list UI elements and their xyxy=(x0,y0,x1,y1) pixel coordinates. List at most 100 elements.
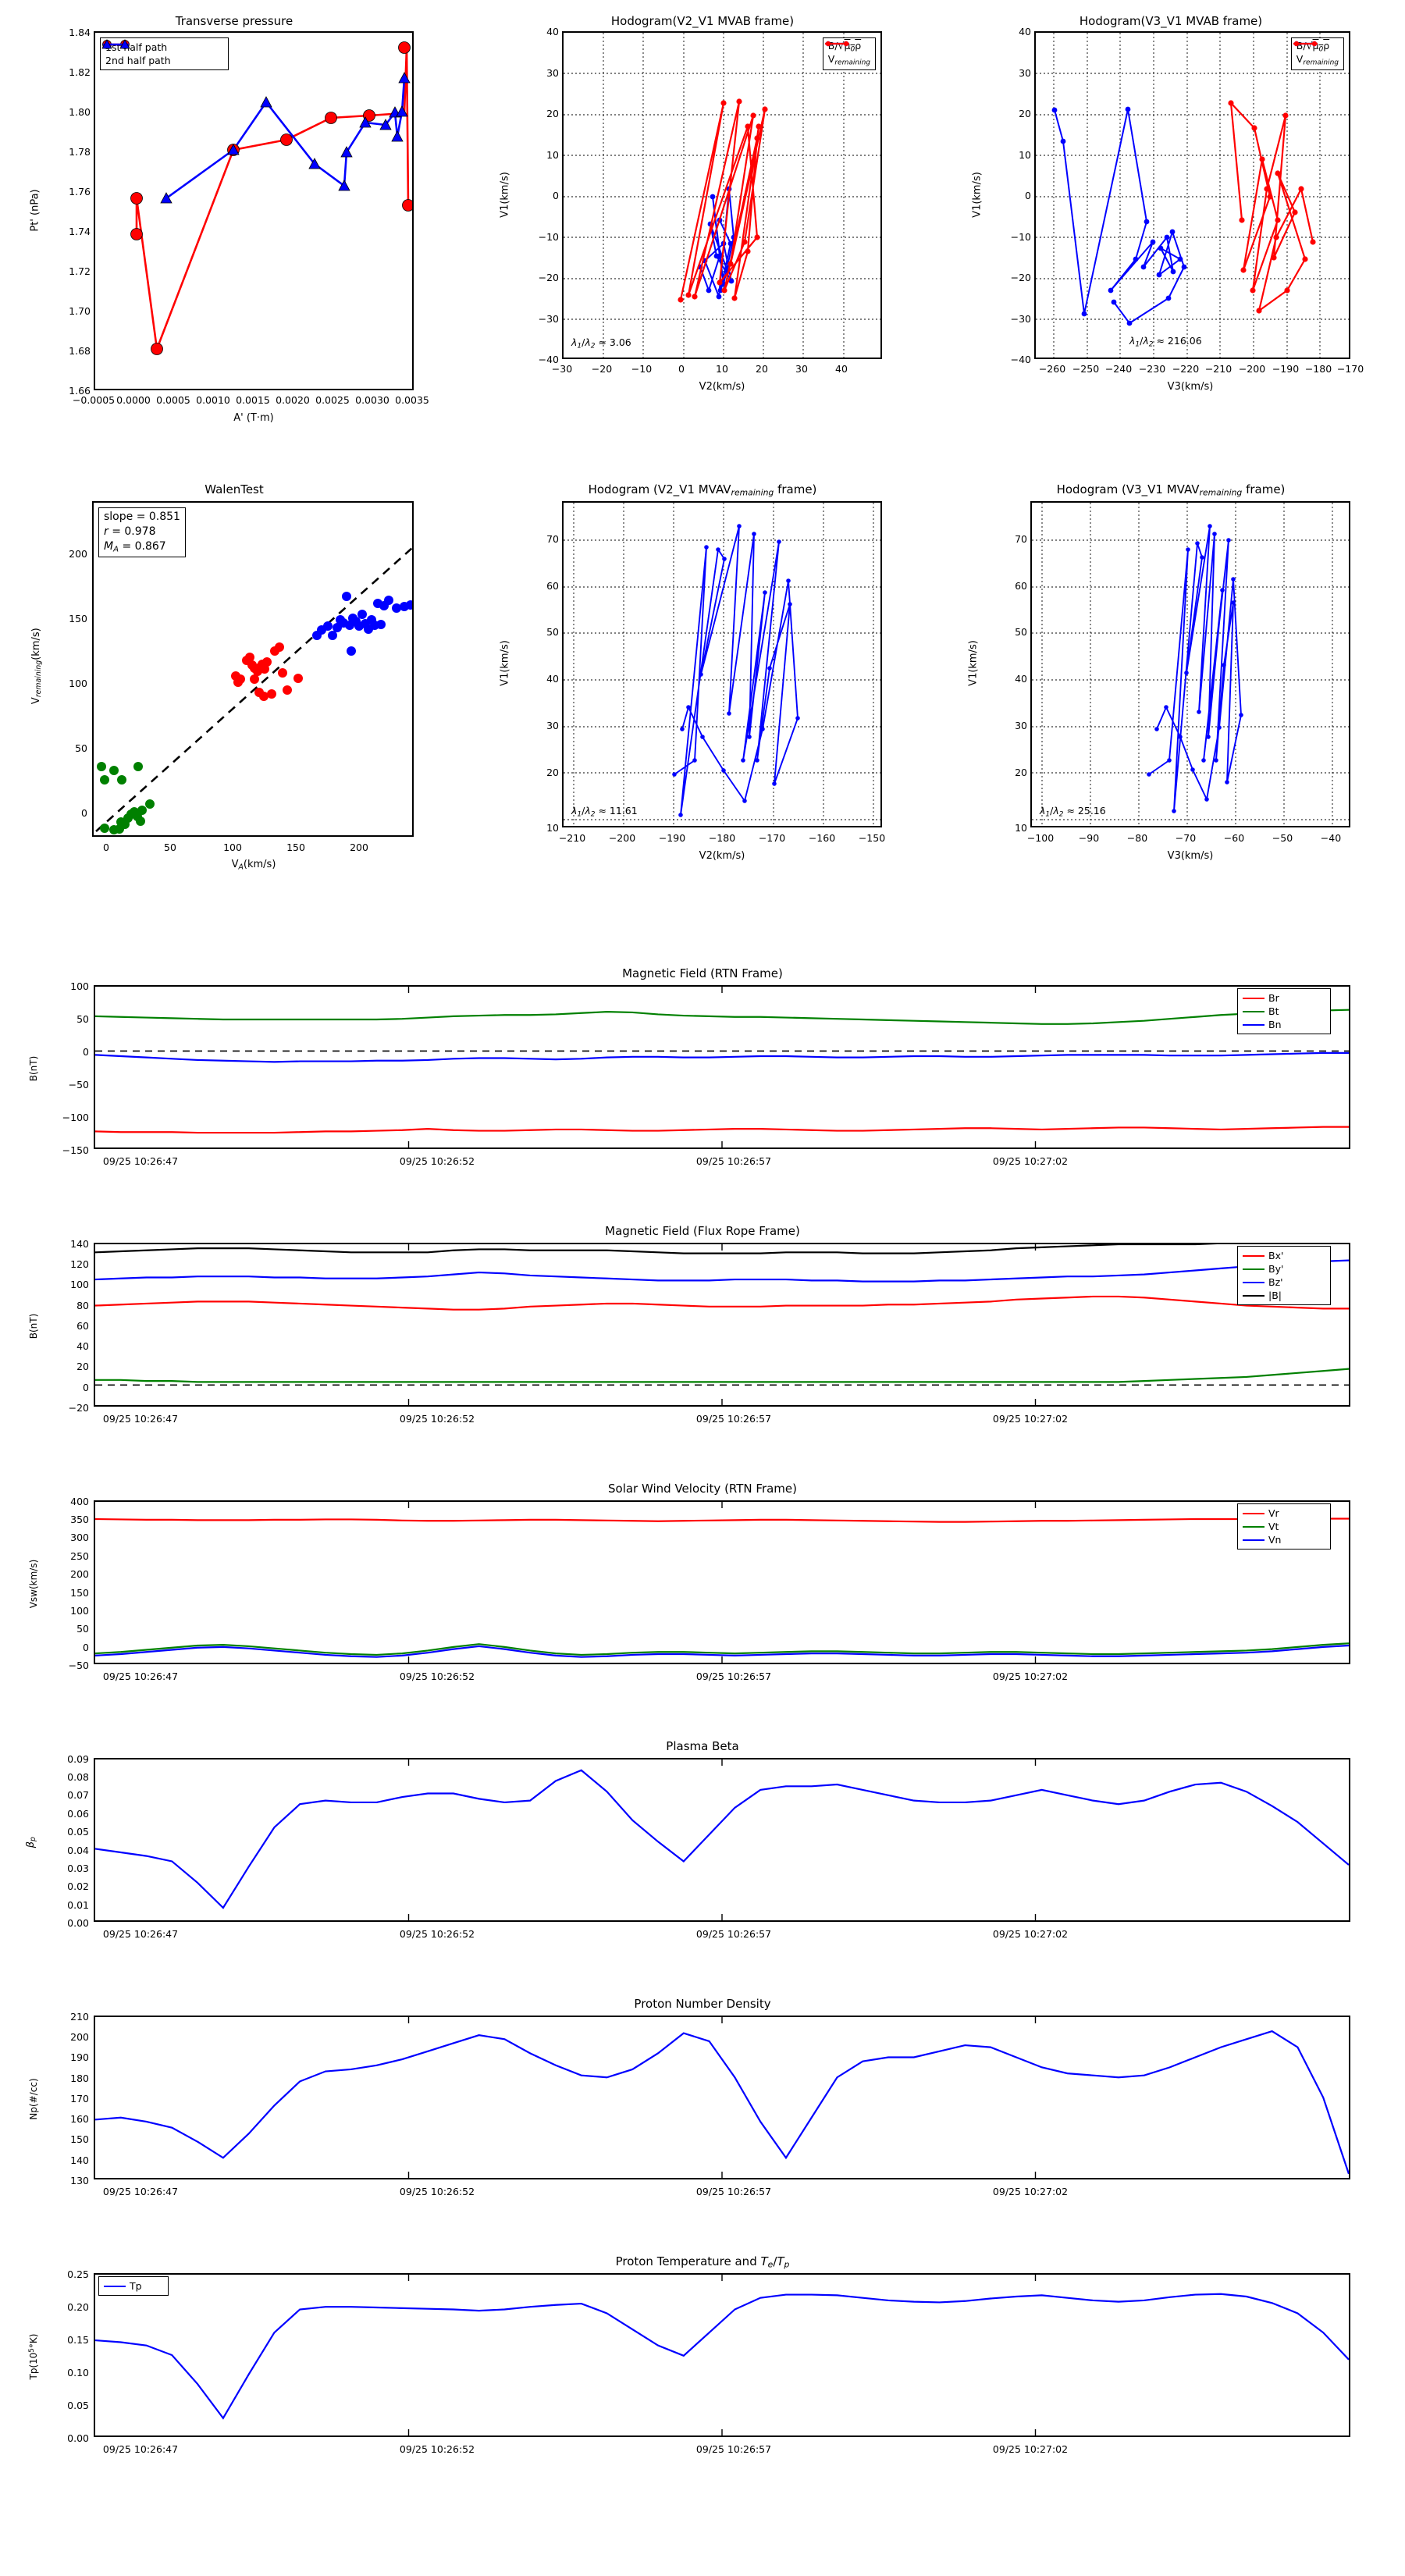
plot-area-ts4 xyxy=(94,1758,1350,1922)
ytick: 150 xyxy=(70,2133,89,2145)
legend-row-vrem: Vremaining xyxy=(1293,41,1339,67)
ytick: −20 xyxy=(538,272,559,283)
ytick: 0.00 xyxy=(67,2432,89,2444)
ytick: 40 xyxy=(546,26,559,37)
xtick: 0 xyxy=(678,363,685,375)
ytick: 0.05 xyxy=(67,1826,89,1838)
ytick: 160 xyxy=(70,2113,89,2125)
xtick: −210 xyxy=(558,832,586,844)
ytick: 1.72 xyxy=(69,265,91,277)
panel-title: Hodogram (V3_V1 MVAVremaining frame) xyxy=(952,482,1389,498)
xtick: −150 xyxy=(858,832,886,844)
legend-icon-blue-triangle xyxy=(101,39,130,49)
xtick: −0.0005 xyxy=(72,394,116,406)
xtick-time: 09/25 10:26:52 xyxy=(399,1413,475,1425)
legend-ts3: Vr Vt Vn xyxy=(1237,1503,1331,1550)
legend-label-babs: |B| xyxy=(1268,1289,1282,1301)
xtick: −160 xyxy=(808,832,836,844)
ytick: −100 xyxy=(62,1112,89,1123)
legend-row-bx: Bx' xyxy=(1243,1249,1325,1262)
legend-row-babs: |B| xyxy=(1243,1289,1325,1302)
xtick: −180 xyxy=(708,832,736,844)
magnetic-field-fluxrope-canvas xyxy=(95,1244,1349,1405)
xtick: −250 xyxy=(1072,363,1100,375)
xtick: −20 xyxy=(591,363,613,375)
ytick: 0 xyxy=(553,190,559,201)
lambda-ratio-annotation: λ1/λ2 ≈ 25.16 xyxy=(1040,804,1106,818)
xtick-time: 09/25 10:27:02 xyxy=(992,2186,1069,2197)
proton-number-density-canvas xyxy=(95,2017,1349,2178)
scatter-group-red xyxy=(231,642,303,701)
xtick: −30 xyxy=(551,363,573,375)
ytick: 0.15 xyxy=(67,2334,89,2346)
series-vremaining-markers xyxy=(1228,100,1316,314)
ytick: 70 xyxy=(1015,533,1027,545)
ytick: 0 xyxy=(1025,190,1031,201)
gridlines xyxy=(564,503,880,826)
xtick: −50 xyxy=(1272,832,1293,844)
xtick-time: 09/25 10:26:47 xyxy=(102,2443,179,2455)
xtick: −260 xyxy=(1038,363,1066,375)
panel-title: Solar Wind Velocity (RTN Frame) xyxy=(608,1482,797,1496)
ytick: −10 xyxy=(538,231,559,243)
xtick: 20 xyxy=(756,363,768,375)
legend-icon-babs-line xyxy=(1243,1294,1264,1297)
ytick: −30 xyxy=(1010,313,1031,325)
series-2nd-half-markers xyxy=(160,72,411,204)
ytick: 30 xyxy=(546,67,559,79)
ytick: 10 xyxy=(546,822,559,834)
legend-label-bn: Bn xyxy=(1268,1018,1282,1030)
legend-icon-red-line xyxy=(1293,41,1318,47)
legend-row-vrem: Vremaining xyxy=(824,41,870,67)
series-vn-line xyxy=(95,1644,1349,1658)
title-tp: T xyxy=(777,2254,784,2268)
ytick: 20 xyxy=(76,1361,89,1372)
legend-label-vn: Vn xyxy=(1268,1533,1282,1546)
ytick: −20 xyxy=(1010,272,1031,283)
ytick: 350 xyxy=(70,1514,89,1525)
lambda-ratio-value: ≈ 3.06 xyxy=(598,336,631,348)
legend-row-vt: Vt xyxy=(1243,1520,1325,1533)
ytick: 50 xyxy=(76,1013,89,1025)
yaxis-label: Vremaining(km/s) xyxy=(30,628,44,705)
xtick-time: 09/25 10:27:02 xyxy=(992,1413,1069,1425)
ytick: 20 xyxy=(1015,767,1027,778)
xtick-time: 09/25 10:26:52 xyxy=(399,1928,475,1940)
ytick: 0.05 xyxy=(67,2400,89,2411)
ytick: 30 xyxy=(546,720,559,731)
xtick-time: 09/25 10:26:47 xyxy=(102,1928,179,1940)
xaxis-label: V3(km/s) xyxy=(1167,381,1214,393)
xtick: 40 xyxy=(835,363,848,375)
legend-row-2nd: 2nd half path xyxy=(101,39,223,67)
ytick: 130 xyxy=(70,2175,89,2186)
legend-row-bt: Bt xyxy=(1243,1005,1325,1018)
ytick: 40 xyxy=(1019,26,1031,37)
xtick-time: 09/25 10:26:52 xyxy=(399,1155,475,1167)
ytick: 0.00 xyxy=(67,1917,89,1929)
ytick: 20 xyxy=(546,108,559,119)
panel-transverse-pressure: Transverse pressure xyxy=(0,0,468,437)
ytick: 30 xyxy=(1019,67,1031,79)
ytick: −40 xyxy=(1010,354,1031,365)
xtick: −170 xyxy=(758,832,786,844)
xtick-time: 09/25 10:27:02 xyxy=(992,1670,1069,1682)
legend-label-vr: Vr xyxy=(1268,1507,1279,1519)
xtick: −100 xyxy=(1026,832,1055,844)
xtick: 50 xyxy=(164,841,176,853)
ytick: 1.76 xyxy=(69,186,91,197)
series-bz-line xyxy=(95,1259,1349,1283)
series-vr-line xyxy=(95,1517,1349,1523)
ytick: 140 xyxy=(70,1238,89,1250)
xtick: −230 xyxy=(1138,363,1166,375)
legend-icon-bz-line xyxy=(1243,1281,1264,1283)
series-tp-line xyxy=(95,2293,1349,2420)
series-hodo5-markers xyxy=(672,524,800,817)
title-sub: remaining xyxy=(1199,487,1243,498)
panel-hodogram-v3v1-mvav: Hodogram (V3_V1 MVAVremaining frame) xyxy=(937,468,1405,906)
panel-proton-temperature: Proton Temperature and Te/Tp 0.25 0.20 0… xyxy=(0,2248,1405,2506)
series-bx-line xyxy=(95,1295,1349,1311)
fit-line xyxy=(95,547,412,832)
xtick-time: 09/25 10:26:57 xyxy=(695,1928,772,1940)
xtick: 0.0035 xyxy=(395,394,429,406)
